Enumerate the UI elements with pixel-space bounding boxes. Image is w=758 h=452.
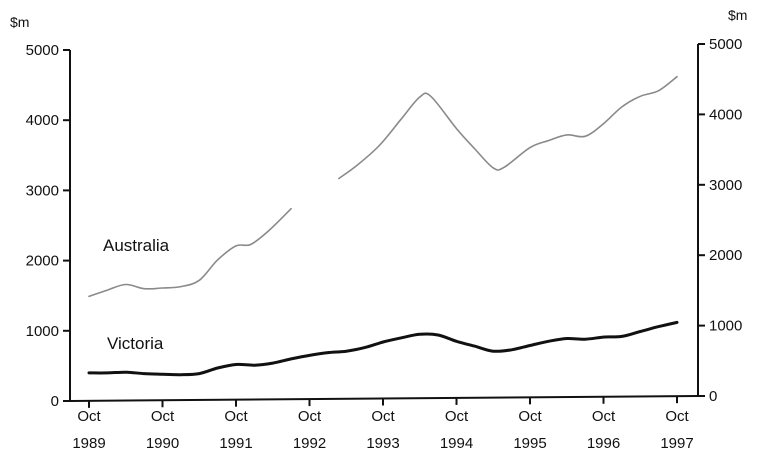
labels-layer: $m $m Australia Victoria — [10, 7, 747, 353]
x-tick-label-month-7: Oct — [592, 408, 616, 425]
x-tick-label-month-4: Oct — [371, 408, 395, 425]
x-tick-label-year-7: 1996 — [587, 435, 620, 452]
x-tick-label-year-1: 1990 — [146, 435, 179, 452]
x-tick-label-year-3: 1992 — [293, 435, 326, 452]
right-axis-unit: $m — [728, 7, 747, 23]
right-y-tick-label-4000: 4000 — [709, 106, 742, 123]
x-tick-label-month-3: Oct — [298, 408, 322, 425]
x-tick-label-year-5: 1994 — [440, 435, 473, 452]
x-tick-label-year-4: 1993 — [366, 435, 399, 452]
x-tick-label-month-5: Oct — [445, 408, 469, 425]
x-tick-label-month-0: Oct — [77, 408, 101, 425]
right-y-tick-label-5000: 5000 — [709, 36, 742, 53]
left-y-tick-label-4000: 4000 — [26, 112, 59, 129]
left-y-tick-label-0: 0 — [51, 393, 59, 410]
series-line-victoria-0 — [87, 320, 679, 377]
x-tick-label-month-2: Oct — [224, 408, 248, 425]
left-y-tick-label-2000: 2000 — [26, 253, 59, 270]
right-y-tick-label-2000: 2000 — [709, 247, 742, 264]
series-line-australia-1 — [338, 75, 678, 180]
series-label-victoria: Victoria — [107, 334, 164, 353]
left-axis-unit: $m — [10, 14, 29, 30]
x-tick-label-month-6: Oct — [518, 408, 542, 425]
left-y-tick-label-1000: 1000 — [26, 323, 59, 340]
x-tick-label-year-2: 1991 — [219, 435, 252, 452]
x-tick-label-year-0: 1989 — [72, 435, 105, 452]
x-tick-label-month-8: Oct — [665, 408, 689, 425]
series-line-australia-0 — [88, 207, 292, 298]
series-layer — [87, 75, 679, 377]
left-y-tick-label-3000: 3000 — [26, 182, 59, 199]
x-tick-label-month-1: Oct — [151, 408, 175, 425]
x-axis-line — [69, 395, 699, 402]
x-tick-label-year-8: 1997 — [660, 435, 693, 452]
x-tick-label-year-6: 1995 — [513, 435, 546, 452]
right-y-tick-label-1000: 1000 — [709, 318, 742, 335]
right-y-tick-label-0: 0 — [709, 388, 717, 405]
series-label-australia: Australia — [103, 236, 170, 255]
right-y-tick-label-3000: 3000 — [709, 177, 742, 194]
axes: 0 0 1000 1000 2000 2000 3000 3000 4000 4000 5000 50… — [26, 36, 743, 452]
left-y-tick-label-5000: 5000 — [26, 42, 59, 59]
